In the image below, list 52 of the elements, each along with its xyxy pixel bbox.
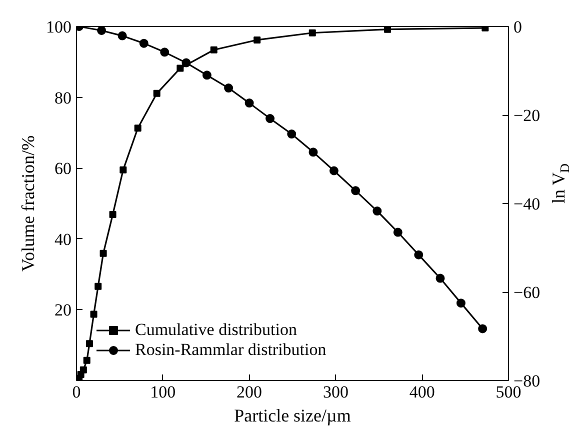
- x-tick-label: 100: [150, 382, 176, 402]
- y2-tick-label: −20: [514, 106, 540, 125]
- point: [109, 210, 116, 218]
- point: [97, 26, 106, 35]
- point: [153, 90, 160, 97]
- y2-tick-label: −40: [514, 194, 540, 214]
- point: [118, 31, 127, 40]
- x-tick-label: 0: [72, 382, 81, 402]
- y-tick-label: 40: [54, 230, 72, 249]
- x-tick-label: 400: [409, 382, 435, 402]
- x-tick-label: 200: [236, 382, 262, 402]
- y-axis-title: Volume fraction/%: [18, 135, 38, 272]
- point: [224, 84, 234, 92]
- point: [414, 250, 424, 260]
- point: [202, 70, 212, 80]
- point: [94, 282, 102, 290]
- point: [351, 186, 360, 196]
- point: [384, 26, 392, 33]
- x-axis-title: Particle size/µm: [234, 406, 351, 426]
- y2-tick-label: 0: [514, 18, 522, 36]
- legend-label: Cumulative distribution: [135, 320, 297, 340]
- x-tick-label: 300: [322, 382, 348, 402]
- point: [176, 64, 184, 72]
- point: [139, 38, 148, 48]
- y2-tick-label: −60: [514, 283, 540, 302]
- point: [86, 340, 93, 348]
- point: [160, 48, 170, 57]
- point: [287, 130, 296, 139]
- y-tick-label: 100: [46, 18, 72, 36]
- point: [210, 46, 218, 54]
- point: [120, 166, 127, 174]
- y-tick-label: 60: [54, 159, 72, 178]
- point: [83, 356, 90, 364]
- y-tick-label: 20: [54, 300, 72, 320]
- point: [436, 274, 445, 283]
- legend-label: Rosin-Rammlar distribution: [135, 340, 326, 360]
- y2-axis-title: ln VD: [548, 164, 572, 204]
- point: [308, 148, 318, 157]
- point: [372, 206, 382, 216]
- point: [329, 166, 338, 176]
- point: [90, 310, 98, 318]
- point: [182, 58, 191, 68]
- point: [134, 124, 142, 132]
- point: [266, 114, 275, 124]
- y-tick-label: 80: [54, 88, 72, 108]
- point: [100, 250, 107, 257]
- point: [478, 324, 488, 334]
- point: [393, 228, 402, 237]
- point: [244, 98, 254, 108]
- point: [254, 36, 261, 44]
- point: [456, 298, 466, 308]
- point: [308, 29, 316, 36]
